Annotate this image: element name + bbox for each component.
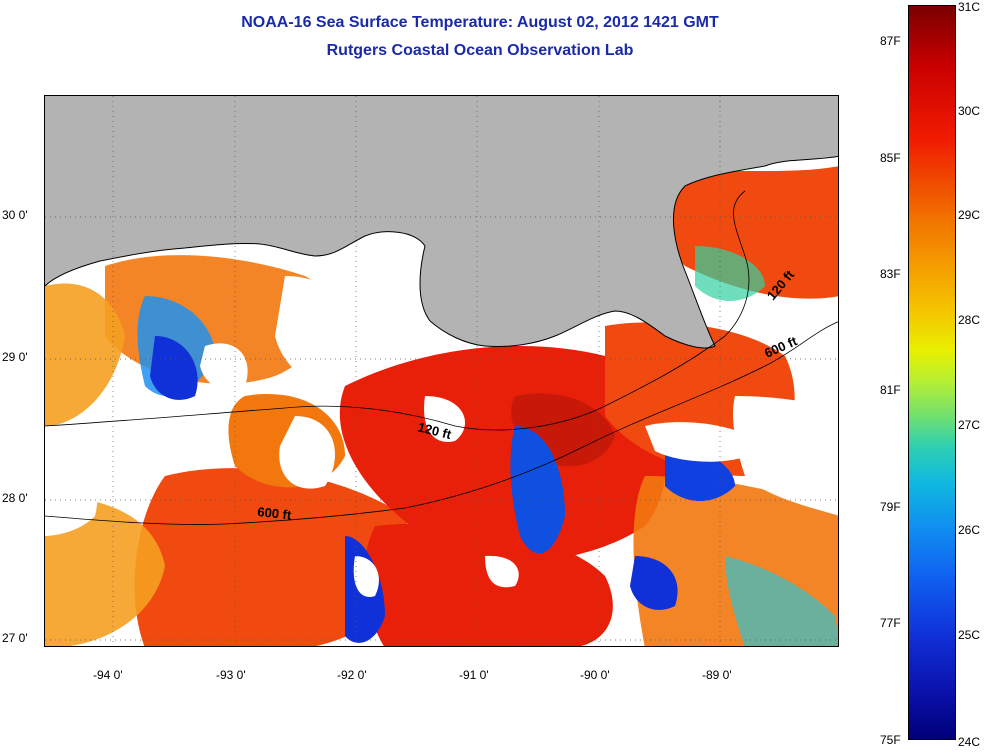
longitude-label: -91 0' — [459, 668, 489, 682]
longitude-label: -89 0' — [702, 668, 732, 682]
coastline — [45, 155, 838, 349]
colorbar-fahrenheit-label: 87F — [880, 34, 901, 48]
colorbar-celsius-label: 30C — [958, 104, 981, 118]
colorbar-fahrenheit-label: 81F — [880, 383, 901, 397]
colorbar-celsius-label: 24C — [958, 735, 981, 749]
latitude-label: 28 0' — [2, 491, 28, 505]
colorbar-celsius-label: 31C — [958, 0, 981, 14]
longitude-label: -93 0' — [216, 668, 246, 682]
longitude-label: -92 0' — [337, 668, 367, 682]
isobath-600ft — [45, 321, 838, 525]
lat-lon-grid — [45, 96, 838, 646]
cloud-mask — [45, 276, 838, 597]
latitude-label: 29 0' — [2, 350, 28, 364]
isobath-label: 600 ft — [257, 504, 293, 523]
longitude-label: -94 0' — [93, 668, 123, 682]
longitude-label: -90 0' — [580, 668, 610, 682]
colorbar-celsius-label: 28C — [958, 313, 981, 327]
sst-map-canvas: 120 ft 600 ft 120 ft 600 ft — [45, 96, 838, 646]
land-mass — [45, 96, 838, 348]
colorbar-celsius-label: 27C — [958, 418, 981, 432]
colorbar-celsius-label: 25C — [958, 628, 981, 642]
latitude-label: 27 0' — [2, 631, 28, 645]
colorbar-celsius-label: 29C — [958, 208, 981, 222]
colorbar-fahrenheit-label: 77F — [880, 616, 901, 630]
chart-title: NOAA-16 Sea Surface Temperature: August … — [241, 14, 719, 31]
colorbar-celsius-label: 26C — [958, 523, 981, 537]
colorbar-fahrenheit-label: 79F — [880, 500, 901, 514]
colorbar-fahrenheit-label: 85F — [880, 151, 901, 165]
temperature-colorbar — [908, 5, 956, 740]
isobath-120ft — [45, 190, 750, 431]
colorbar-fahrenheit-label: 83F — [880, 267, 901, 281]
colorbar-fahrenheit-label: 75F — [880, 733, 901, 747]
latitude-label: 30 0' — [2, 208, 28, 222]
chart-subtitle: Rutgers Coastal Ocean Observation Lab — [326, 42, 634, 59]
colorbar-gradient — [908, 5, 956, 740]
sst-map: 120 ft 600 ft 120 ft 600 ft — [44, 95, 839, 647]
